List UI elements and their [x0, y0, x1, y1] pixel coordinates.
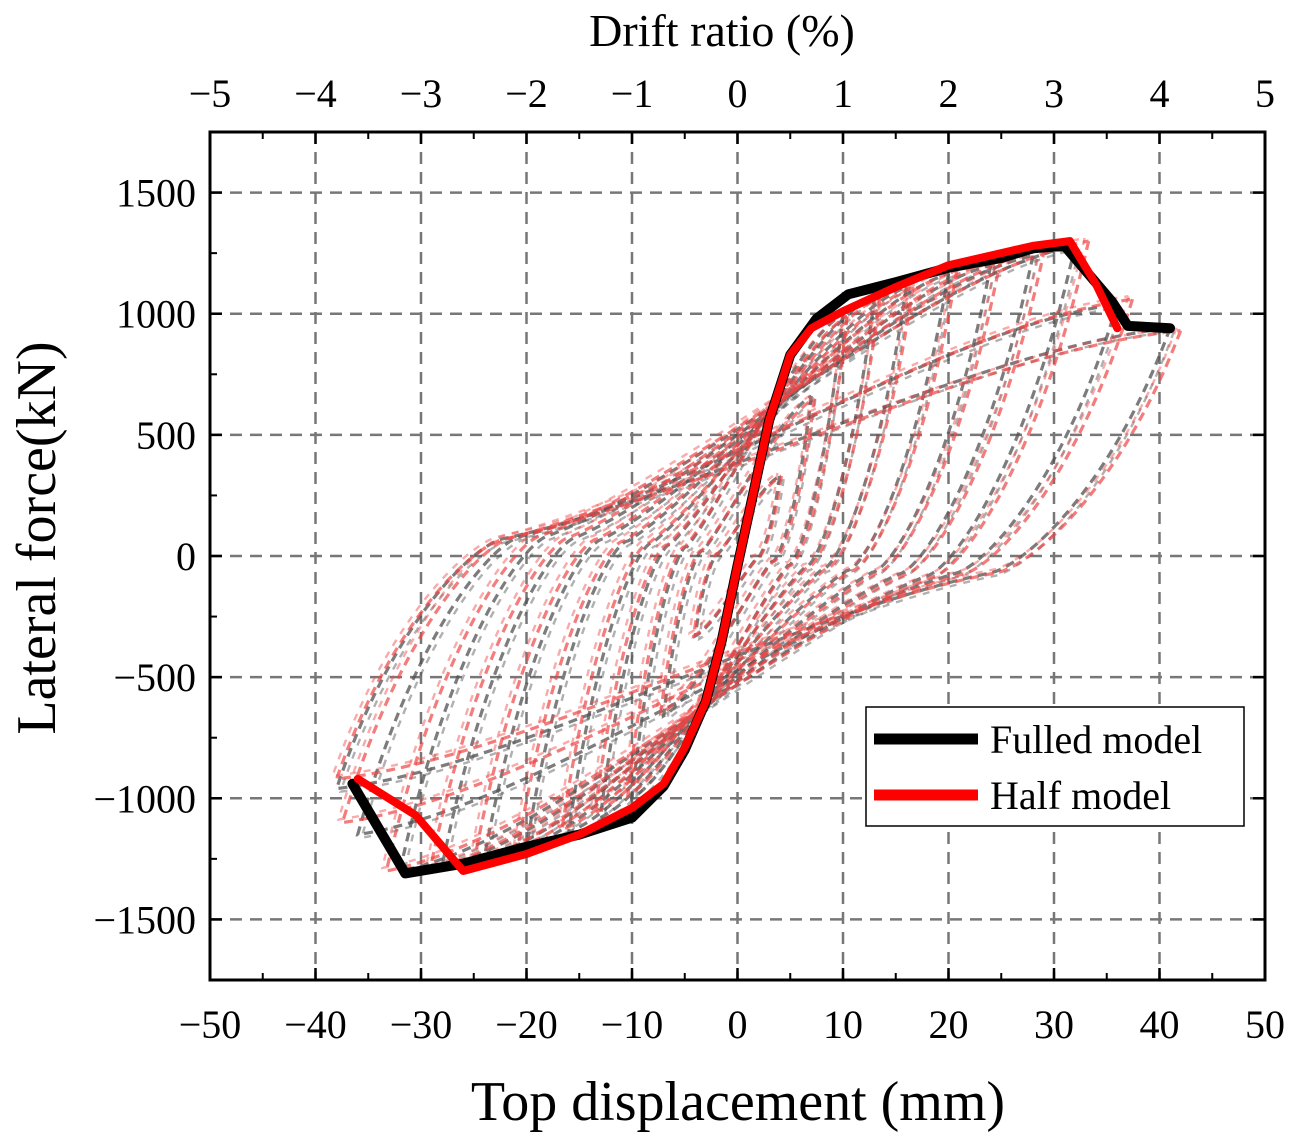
legend-box: [865, 706, 1245, 827]
hysteresis-loop: [658, 397, 816, 717]
x-tick-label: 0: [728, 1002, 748, 1047]
x2-tick-label: 1: [833, 71, 853, 116]
tick-labels: −50 −40 −30 −20 −10 0 10 20 30 40 50−5 −4 −3 −2 −1 0 1 2 3…: [93, 71, 1285, 1047]
hysteresis-loop: [384, 239, 1091, 874]
x-tick-label: 10: [823, 1002, 863, 1047]
x-tick-label: −40: [284, 1002, 347, 1047]
x2-axis-title: Drift ratio (%): [589, 5, 855, 56]
hysteresis-loop: [697, 477, 785, 642]
x2-tick-label: −4: [294, 71, 337, 116]
x2-tick-label: 0: [728, 71, 748, 116]
hysteresis-loop: [380, 236, 1086, 870]
y-tick-label: −1000: [93, 776, 196, 821]
hysteresis-loop: [334, 329, 1183, 781]
x-tick-label: −50: [179, 1002, 242, 1047]
hysteresis-loop: [334, 326, 1172, 791]
x2-tick-label: −1: [611, 71, 654, 116]
x-tick-label: −20: [495, 1002, 558, 1047]
y-tick-label: 1000: [116, 292, 196, 337]
x-tick-label: 20: [929, 1002, 969, 1047]
hysteresis-loop: [340, 297, 1135, 825]
hysteresis-loop: [691, 474, 783, 639]
hysteresis-loop: [512, 265, 955, 846]
y-tick-label: 500: [136, 413, 196, 458]
x2-tick-label: 2: [939, 71, 959, 116]
x-tick-label: 40: [1140, 1002, 1180, 1047]
x2-tick-label: −3: [400, 71, 443, 116]
skeleton-curve-half-model: [353, 237, 1122, 875]
x2-tick-label: 5: [1255, 71, 1275, 116]
x-tick-label: 50: [1245, 1002, 1285, 1047]
hysteresis-loop: [688, 471, 779, 636]
x-tick-label: −30: [390, 1002, 453, 1047]
x-tick-label: 30: [1034, 1002, 1074, 1047]
x-tick-label: −10: [601, 1002, 664, 1047]
legend-label-fulled-model: Fulled model: [990, 717, 1202, 762]
hysteresis-loop: [625, 314, 849, 799]
y-tick-label: −1500: [93, 897, 196, 942]
y-tick-label: 1500: [116, 171, 196, 216]
hysteresis-loop: [592, 295, 882, 816]
legend-label-half-model: Half model: [990, 773, 1171, 818]
y-tick-label: 0: [176, 534, 196, 579]
hysteresis-loop: [589, 292, 878, 812]
axis-ticks: [208, 131, 1267, 981]
hysteresis-loop: [336, 294, 1130, 821]
y-axis-title: Lateral force(kN): [6, 341, 68, 734]
x-axis-title: Top displacement (mm): [471, 1071, 1005, 1133]
hysteresis-loop: [440, 254, 1035, 869]
hysteresis-loop: [634, 315, 849, 804]
skeleton-curves: [347, 237, 1176, 879]
x2-tick-label: 4: [1150, 71, 1170, 116]
hysteresis-loop: [666, 398, 817, 722]
hysteresis-loop: [338, 330, 1176, 794]
x2-tick-label: 3: [1044, 71, 1064, 116]
x2-tick-label: −2: [505, 71, 548, 116]
hysteresis-loop: [559, 285, 915, 833]
x2-tick-label: −5: [189, 71, 232, 116]
legend: Fulled model Half model: [865, 706, 1245, 827]
y-tick-label: −500: [113, 655, 196, 700]
